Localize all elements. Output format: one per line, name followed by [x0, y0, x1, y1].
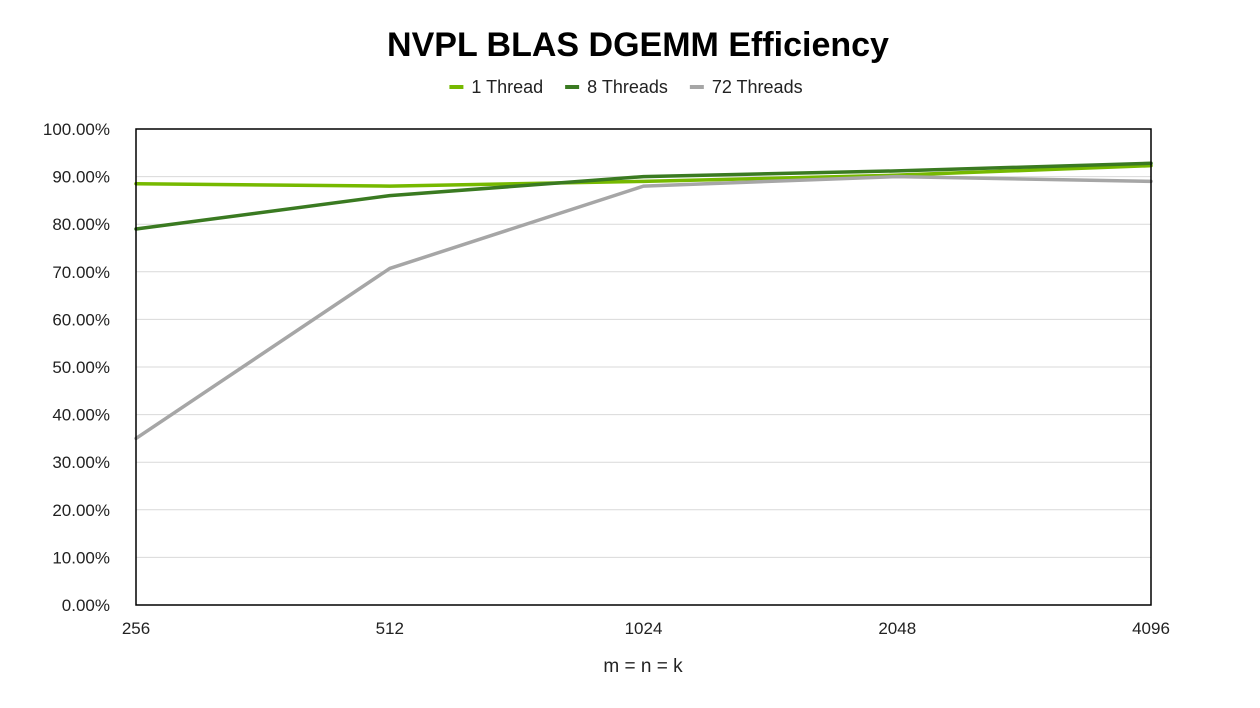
y-tick-label: 40.00%	[52, 406, 110, 425]
legend: 1 Thread 8 Threads 72 Threads	[449, 77, 803, 97]
x-tick-label: 512	[376, 619, 404, 638]
y-tick-label: 20.00%	[52, 501, 110, 520]
y-axis-ticks: 0.00% 10.00% 20.00% 30.00% 40.00% 50.00% 60.00…	[43, 120, 110, 615]
legend-label: 72 Threads	[712, 77, 803, 97]
y-tick-label: 80.00%	[52, 215, 110, 234]
legend-item: 72 Threads	[689, 77, 803, 97]
legend-label: 8 Threads	[587, 77, 668, 97]
legend-item: 8 Threads	[565, 77, 668, 97]
legend-item: 1 Thread	[449, 77, 543, 97]
gridlines	[136, 176, 1151, 558]
y-tick-label: 0.00%	[62, 596, 110, 615]
y-tick-label: 10.00%	[52, 548, 110, 567]
y-tick-label: 50.00%	[52, 358, 110, 377]
series-line-1	[134, 163, 1153, 188]
series-line-2	[134, 161, 1153, 231]
x-tick-label: 256	[122, 619, 150, 638]
y-tick-label: 30.00%	[52, 453, 110, 472]
x-axis-label: m = n = k	[603, 656, 683, 677]
legend-label: 1 Thread	[471, 77, 543, 97]
plot-area-frame	[135, 128, 1152, 606]
x-tick-label: 4096	[1132, 619, 1170, 638]
y-tick-label: 100.00%	[43, 120, 110, 139]
chart-title: NVPL BLAS DGEMM Efficiency	[387, 26, 889, 64]
y-tick-label: 70.00%	[52, 263, 110, 282]
y-tick-label: 60.00%	[52, 310, 110, 329]
x-tick-label: 2048	[878, 619, 916, 638]
x-axis-ticks: 256 512 1024 2048 4096	[122, 619, 1170, 638]
x-tick-label: 1024	[625, 619, 663, 638]
series-line-3	[134, 174, 1153, 441]
series-lines	[134, 161, 1153, 441]
y-tick-label: 90.00%	[52, 168, 110, 187]
